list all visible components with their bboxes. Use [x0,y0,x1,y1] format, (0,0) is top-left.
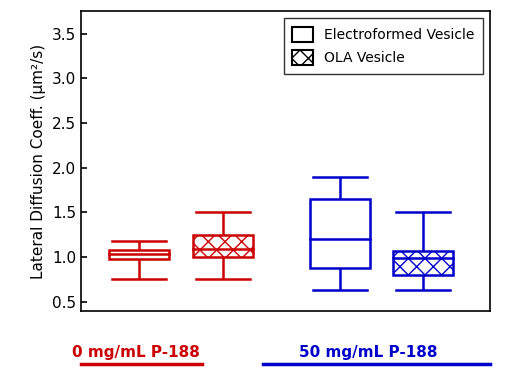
Text: 0 mg/mL P-188: 0 mg/mL P-188 [72,345,200,360]
Bar [393,251,453,275]
Y-axis label: Lateral Diffusion Coeff. (μm²/s): Lateral Diffusion Coeff. (μm²/s) [31,44,46,279]
Legend: Electroformed Vesicle, OLA Vesicle: Electroformed Vesicle, OLA Vesicle [284,18,483,74]
Text: 50 mg/mL P-188: 50 mg/mL P-188 [299,345,438,360]
Bar [193,235,253,257]
Bar [393,251,453,275]
Bar [193,235,253,257]
Bar [109,251,169,259]
Bar [393,251,453,275]
Bar [310,199,370,268]
Bar [109,251,169,259]
Bar [193,235,253,257]
Bar [310,199,370,268]
